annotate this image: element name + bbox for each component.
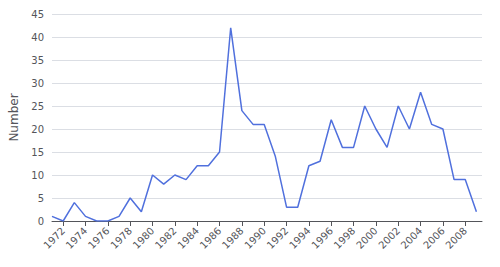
svg-text:1980: 1980 — [131, 225, 157, 251]
svg-text:35: 35 — [31, 55, 44, 66]
svg-text:1996: 1996 — [309, 225, 335, 251]
svg-text:1992: 1992 — [265, 225, 291, 251]
svg-text:15: 15 — [31, 147, 44, 158]
svg-text:2002: 2002 — [376, 225, 402, 251]
svg-text:25: 25 — [31, 101, 44, 112]
svg-text:1994: 1994 — [287, 225, 313, 251]
svg-text:1986: 1986 — [198, 225, 224, 251]
svg-text:1972: 1972 — [41, 225, 67, 251]
svg-text:30: 30 — [31, 78, 44, 89]
svg-text:1976: 1976 — [86, 225, 112, 251]
svg-text:1978: 1978 — [108, 225, 134, 251]
svg-text:2004: 2004 — [399, 225, 425, 251]
svg-text:45: 45 — [31, 9, 44, 20]
svg-text:1984: 1984 — [175, 225, 201, 251]
svg-text:1982: 1982 — [153, 225, 179, 251]
svg-text:40: 40 — [31, 32, 44, 43]
svg-text:1974: 1974 — [64, 225, 90, 251]
svg-text:2000: 2000 — [354, 225, 380, 251]
svg-text:1988: 1988 — [220, 225, 246, 251]
svg-text:2006: 2006 — [421, 225, 447, 251]
svg-text:20: 20 — [31, 124, 44, 135]
svg-text:5: 5 — [38, 193, 44, 204]
svg-text:1998: 1998 — [332, 225, 358, 251]
svg-text:10: 10 — [31, 170, 44, 181]
svg-text:Number: Number — [7, 93, 21, 141]
svg-text:1990: 1990 — [242, 225, 268, 251]
svg-text:2008: 2008 — [443, 225, 469, 251]
svg-text:0: 0 — [38, 216, 44, 227]
